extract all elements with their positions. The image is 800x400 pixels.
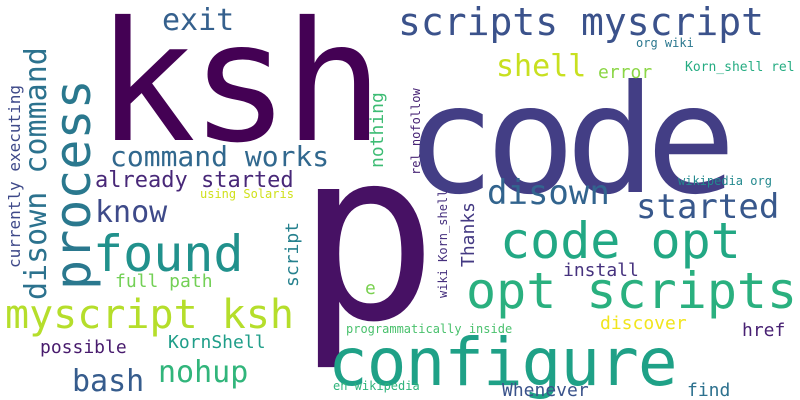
word-command-works: command works bbox=[110, 140, 329, 173]
word-disown: disown bbox=[487, 173, 610, 213]
word-thanks: Thanks bbox=[458, 202, 479, 267]
word-myscript-ksh: myscript ksh bbox=[5, 292, 294, 338]
word-disown-command: disown command bbox=[19, 47, 54, 300]
word-en-wikipedia: en wikipedia bbox=[333, 379, 420, 393]
word-org-wiki: org wiki bbox=[636, 36, 694, 50]
word-code-opt: code opt bbox=[500, 212, 741, 270]
word-korn-shell-rel: Korn_shell rel bbox=[685, 60, 795, 75]
word-p: p bbox=[296, 99, 438, 374]
word-whenever: Whenever bbox=[502, 380, 589, 400]
word-opt-scripts: opt scripts bbox=[466, 262, 797, 320]
word-rel-nofollow: rel nofollow bbox=[409, 88, 423, 175]
word-possible: possible bbox=[40, 337, 127, 358]
word-nohup: nohup bbox=[158, 355, 248, 390]
word-scripts-myscript: scripts myscript bbox=[398, 0, 764, 44]
word-error: error bbox=[598, 62, 652, 83]
word-started: started bbox=[636, 187, 779, 227]
word-bash: bash bbox=[72, 364, 144, 399]
word-shell: shell bbox=[496, 49, 586, 84]
word-nothing: nothing bbox=[367, 92, 388, 168]
word-already-started: already started bbox=[95, 168, 294, 193]
word-find: find bbox=[687, 380, 730, 400]
word-using-solaris: using Solaris bbox=[200, 187, 294, 201]
word-process: process bbox=[44, 79, 102, 290]
word-ksh: ksh bbox=[96, 0, 378, 180]
word-programmatically-inside: programmatically inside bbox=[346, 322, 512, 336]
word-code: code bbox=[405, 54, 728, 228]
word-currently-executing: currently executing bbox=[5, 85, 24, 268]
word-discover: discover bbox=[600, 313, 687, 334]
word-full-path: full path bbox=[115, 271, 213, 292]
word-configure: configure bbox=[328, 324, 677, 400]
word-exit: exit bbox=[162, 3, 234, 38]
word-know: know bbox=[95, 195, 168, 230]
word-e: e bbox=[365, 278, 376, 299]
word-wiki-korn-shell: wiki Korn_shell bbox=[436, 190, 450, 298]
word-found: found bbox=[93, 225, 244, 283]
word-script: script bbox=[282, 222, 303, 287]
word-install: install bbox=[563, 260, 639, 281]
word-kornshell: KornShell bbox=[168, 332, 266, 353]
word-wikipedia-org: wikipedia org bbox=[678, 174, 772, 188]
word-href: href bbox=[742, 320, 785, 341]
